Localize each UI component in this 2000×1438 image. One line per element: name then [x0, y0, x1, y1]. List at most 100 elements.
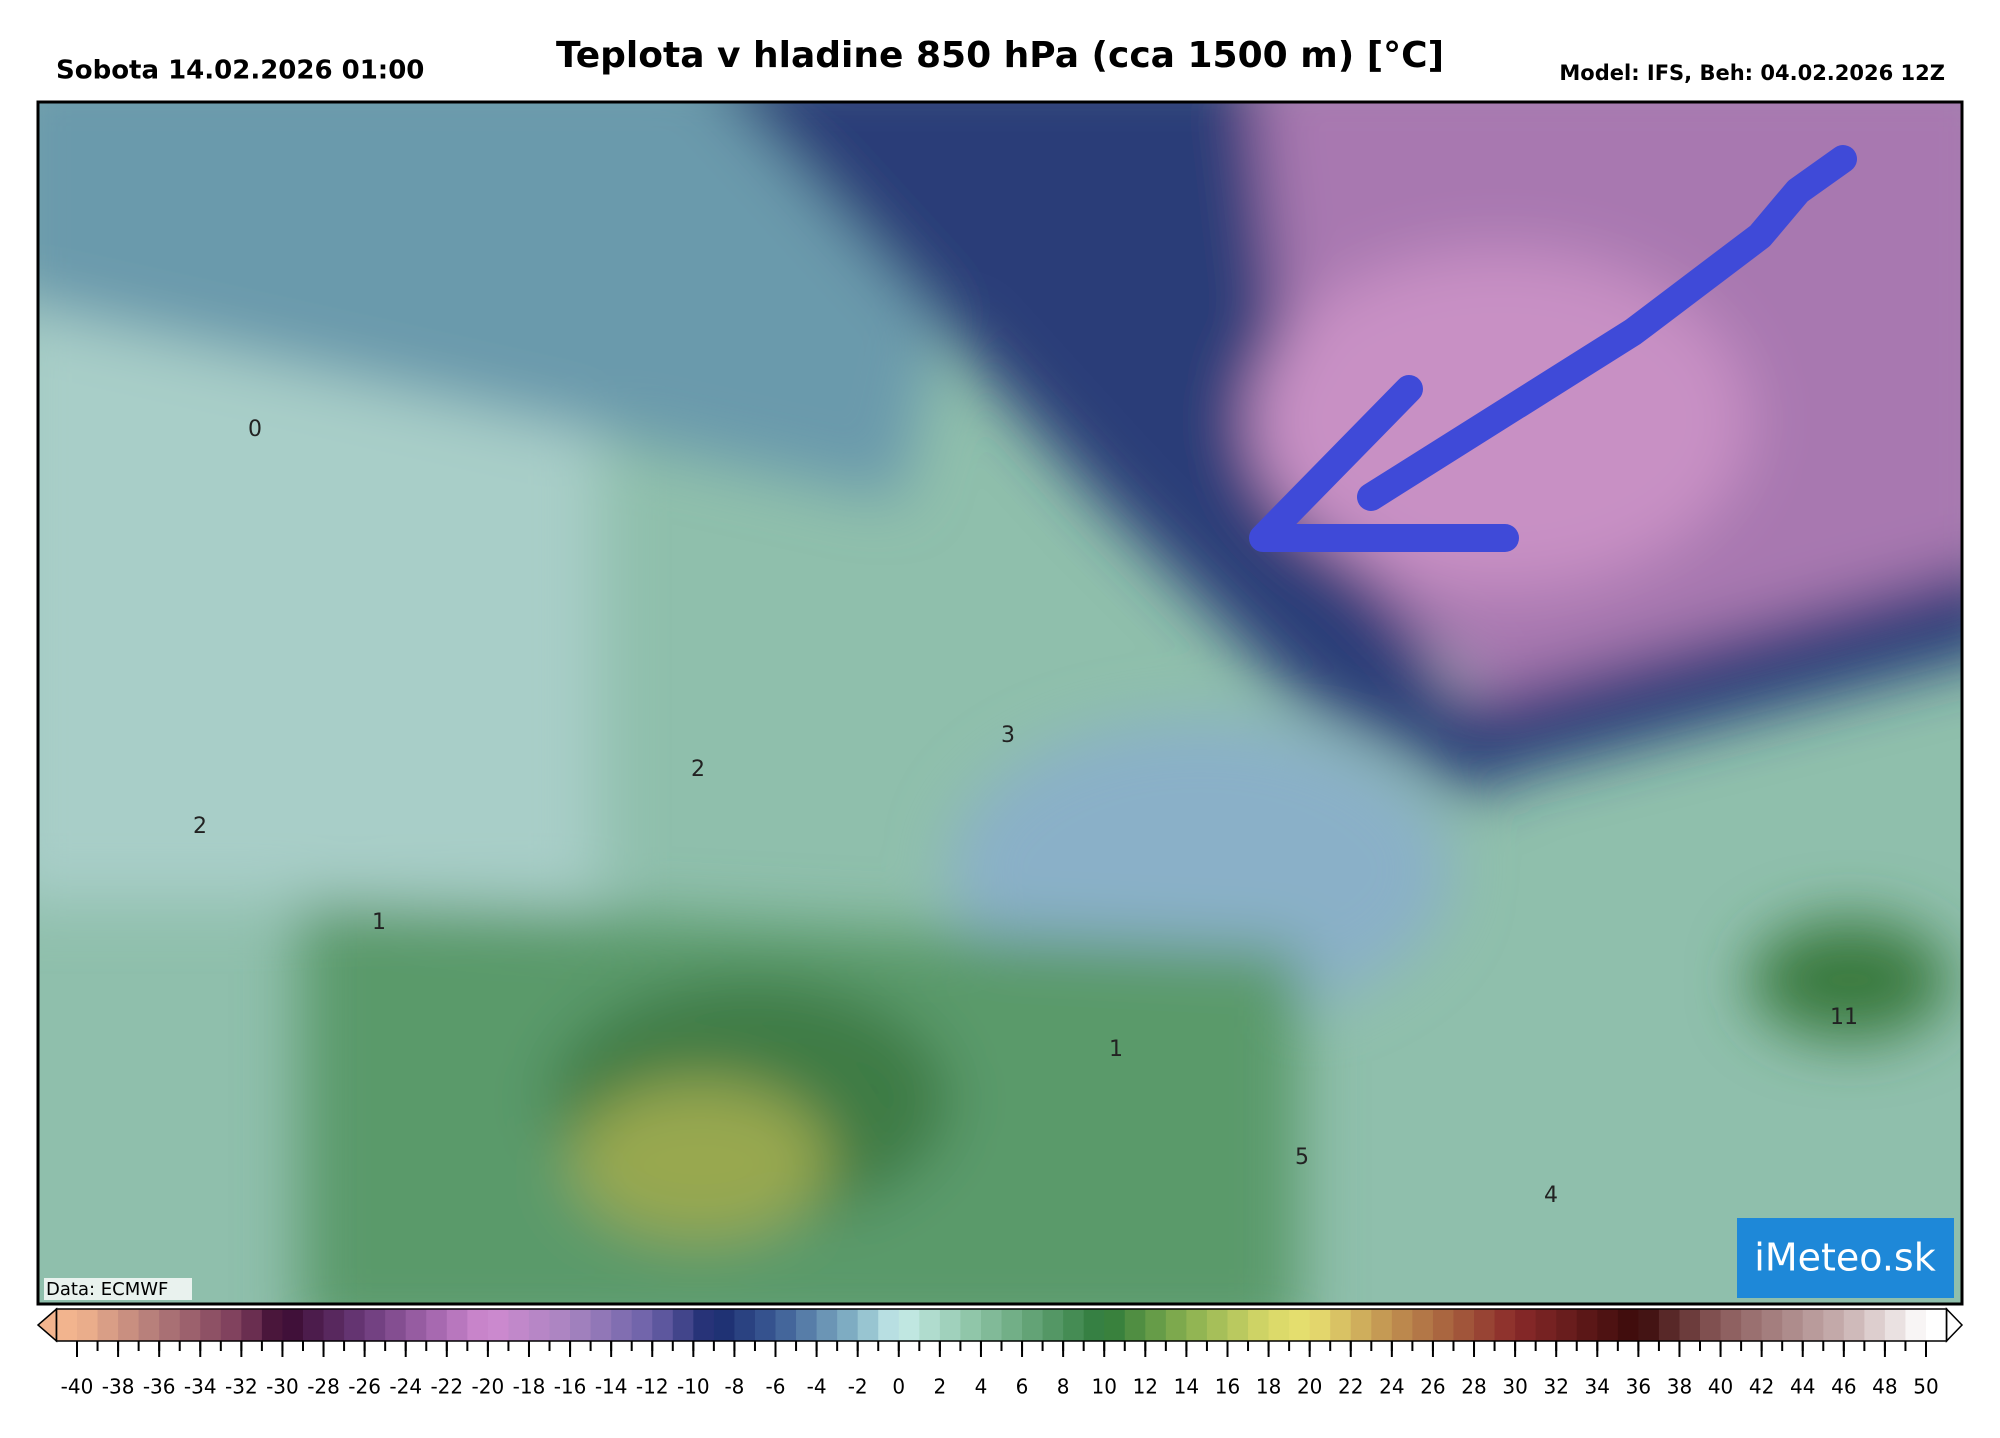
- colorbar-swatch: [1556, 1309, 1578, 1341]
- colorbar-swatch: [1843, 1309, 1865, 1341]
- colorbar-swatch: [302, 1309, 325, 1341]
- colorbar-swatch: [159, 1309, 181, 1341]
- colorbar-swatch: [467, 1309, 489, 1341]
- colorbar-tick-label: -30: [266, 1375, 299, 1399]
- colorbar-swatch: [220, 1309, 242, 1341]
- colorbar-swatch: [261, 1309, 283, 1341]
- colorbar-swatch: [1248, 1309, 1270, 1341]
- colorbar-swatch: [1679, 1309, 1701, 1341]
- colorbar-swatch: [693, 1309, 715, 1341]
- colorbar-swatch: [816, 1309, 838, 1341]
- colorbar-swatch: [1371, 1309, 1393, 1341]
- colorbar-tick-label: -36: [143, 1375, 176, 1399]
- map-labels: 0 2 2 1 3 1 5 4 11: [193, 417, 1858, 1208]
- colorbar-swatch: [898, 1309, 920, 1341]
- colorbar-tick-label: -28: [307, 1375, 340, 1399]
- colorbar-tick-label: -6: [766, 1375, 786, 1399]
- colorbar-swatch: [1227, 1309, 1249, 1341]
- colorbar-tick-label: 50: [1913, 1375, 1938, 1399]
- colorbar-tick-label: -22: [430, 1375, 463, 1399]
- colorbar-swatch: [1905, 1309, 1927, 1341]
- colorbar-swatch: [282, 1309, 304, 1341]
- colorbar-swatch: [138, 1309, 160, 1341]
- colorbar-tick-label: 40: [1708, 1375, 1733, 1399]
- colorbar-swatch: [1432, 1309, 1454, 1341]
- colorbar-tick-label: -4: [807, 1375, 827, 1399]
- colorbar-tick-label: 36: [1626, 1375, 1651, 1399]
- colorbar-swatch: [857, 1309, 879, 1341]
- colorbar-tick-label: -8: [724, 1375, 744, 1399]
- arrow: [1249, 145, 1857, 552]
- colorbar-swatch: [405, 1309, 427, 1341]
- colorbar-tick-label: 20: [1297, 1375, 1322, 1399]
- colorbar-swatch: [364, 1309, 386, 1341]
- colorbar-swatch: [1494, 1309, 1516, 1341]
- colorbar-swatch: [118, 1309, 140, 1341]
- colorbar-tick-label: -10: [677, 1375, 710, 1399]
- colorbar-tick-label: 24: [1379, 1375, 1404, 1399]
- colorbar-swatch: [734, 1309, 756, 1341]
- map-label: 2: [193, 814, 207, 839]
- colorbar-tick-label: 14: [1174, 1375, 1199, 1399]
- colorbar-swatch: [611, 1309, 633, 1341]
- colorbar-swatch: [1165, 1309, 1187, 1341]
- colorbar-swatch: [508, 1309, 530, 1341]
- colorbar-swatch: [1741, 1309, 1763, 1341]
- colorbar-tick-label: 22: [1338, 1375, 1363, 1399]
- colorbar: -40 -38 -36 -34 -32 -30 -28 -26 -24 -22 -20 -18 -16-…: [36, 1307, 1964, 1399]
- source: Data: ECMWF: [46, 1279, 168, 1300]
- colorbar-tick-label: -32: [225, 1375, 258, 1399]
- colorbar-extend-low: [36, 1307, 58, 1343]
- map-label: 11: [1830, 1005, 1858, 1030]
- colorbar-tick-label: 28: [1461, 1375, 1486, 1399]
- colorbar-swatch: [796, 1309, 818, 1341]
- colorbar-tick-label: 46: [1831, 1375, 1856, 1399]
- source-box: [44, 1278, 192, 1300]
- map-label: 3: [1001, 723, 1015, 748]
- colorbar-tick-label: -12: [636, 1375, 669, 1399]
- colorbar-swatch: [1042, 1309, 1064, 1341]
- colorbar-tick-label: 0: [892, 1375, 905, 1399]
- colorbar-swatch: [1124, 1309, 1146, 1341]
- colorbar-tick-label: -26: [348, 1375, 381, 1399]
- colorbar-swatch: [1268, 1309, 1290, 1341]
- colorbar-swatch: [1823, 1309, 1845, 1341]
- colorbar-tick-label: 44: [1790, 1375, 1815, 1399]
- map-label: 1: [1109, 1037, 1123, 1062]
- colorbar-tick-label: 6: [1016, 1375, 1029, 1399]
- colorbar-swatch: [837, 1309, 859, 1341]
- colorbar-tick-label: 38: [1667, 1375, 1692, 1399]
- colorbar-tick-label: 30: [1502, 1375, 1527, 1399]
- colorbar-swatch: [1083, 1309, 1105, 1341]
- colorbar-tick-label: 48: [1872, 1375, 1897, 1399]
- colorbar-tick-label: 34: [1585, 1375, 1610, 1399]
- map-label: 1: [372, 910, 386, 935]
- colorbar-swatch: [323, 1309, 345, 1341]
- colorbar-swatch: [528, 1309, 551, 1341]
- colorbar-swatch: [1864, 1309, 1886, 1341]
- colorbar-swatch: [487, 1309, 509, 1341]
- colorbar-swatch: [385, 1309, 407, 1341]
- map-label: 2: [691, 757, 705, 782]
- colorbar-tick-label: -20: [472, 1375, 505, 1399]
- colorbar-swatch: [1186, 1309, 1208, 1341]
- colorbar-tick-label: 8: [1057, 1375, 1070, 1399]
- colorbar-tick-label: -38: [102, 1375, 135, 1399]
- colorbar-extend-high: [1945, 1307, 1964, 1343]
- colorbar-swatch: [1782, 1309, 1804, 1341]
- colorbar-swatch: [1761, 1309, 1783, 1341]
- colorbar-tick-label: -18: [513, 1375, 546, 1399]
- colorbar-swatch: [1515, 1309, 1537, 1341]
- colorbar-tick-label: -2: [848, 1375, 868, 1399]
- colorbar-swatch: [1145, 1309, 1167, 1341]
- colorbar-swatch: [179, 1309, 201, 1341]
- colorbar-tick-label: -40: [61, 1375, 94, 1399]
- logo-box: [1737, 1218, 1954, 1298]
- colorbar-swatch: [1289, 1309, 1311, 1341]
- colorbar-tick-label: 12: [1133, 1375, 1158, 1399]
- colorbar-tick-label: -14: [595, 1375, 628, 1399]
- colorbar-tick-label: 4: [975, 1375, 988, 1399]
- colorbar-swatch: [1720, 1309, 1742, 1341]
- colorbar-swatch: [878, 1309, 900, 1341]
